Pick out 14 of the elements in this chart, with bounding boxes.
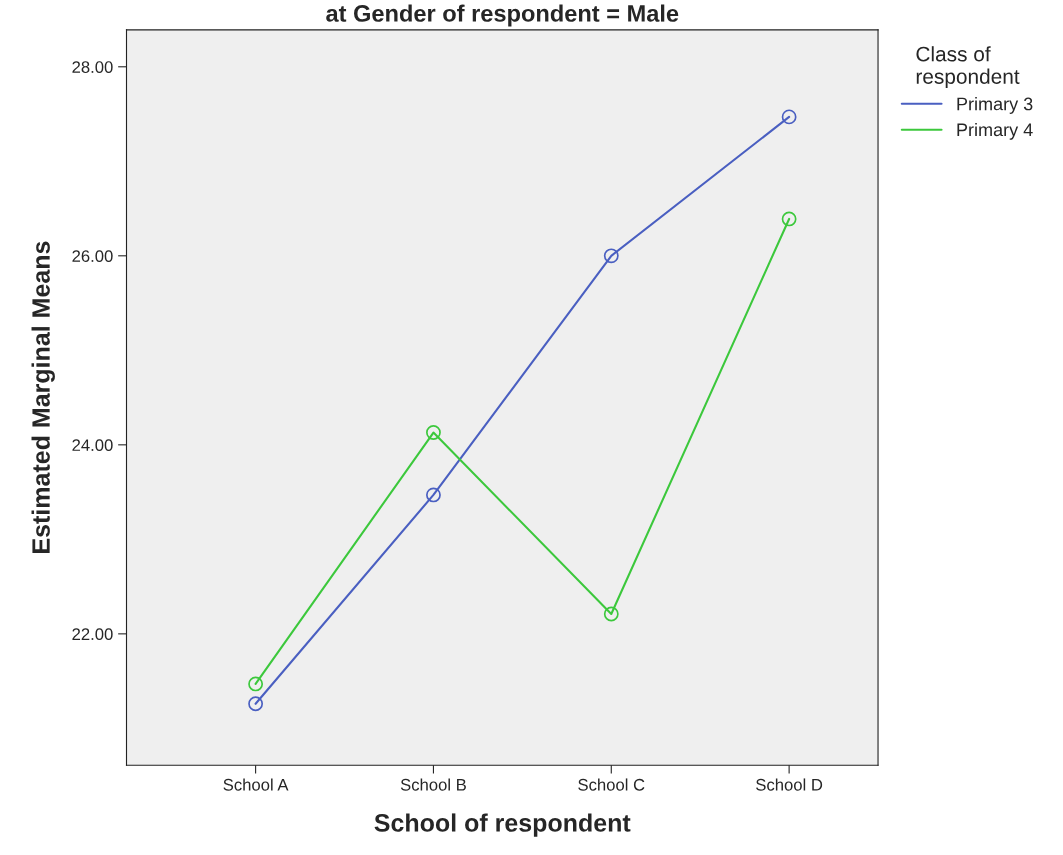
- x-axis-title: School of respondent: [374, 813, 631, 837]
- y-tick-label: 22.00: [72, 628, 113, 641]
- legend-label: Primary 4: [957, 122, 1033, 140]
- legend-label: Primary 3: [957, 97, 1033, 114]
- y-tick-label: 24.00: [72, 439, 113, 452]
- x-tick-label: School B: [400, 778, 466, 791]
- x-tick-label: School C: [578, 778, 645, 791]
- y-axis-title: Estimated Marginal Means: [31, 241, 55, 553]
- y-tick-label: 28.00: [72, 61, 113, 73]
- legend-title: Class of respondent: [916, 46, 1020, 89]
- x-tick-label: School D: [756, 778, 823, 791]
- x-tick-label: School A: [223, 778, 289, 791]
- y-tick-label: 26.00: [72, 250, 113, 263]
- chart-title: at Gender of respondent = Male: [326, 4, 679, 27]
